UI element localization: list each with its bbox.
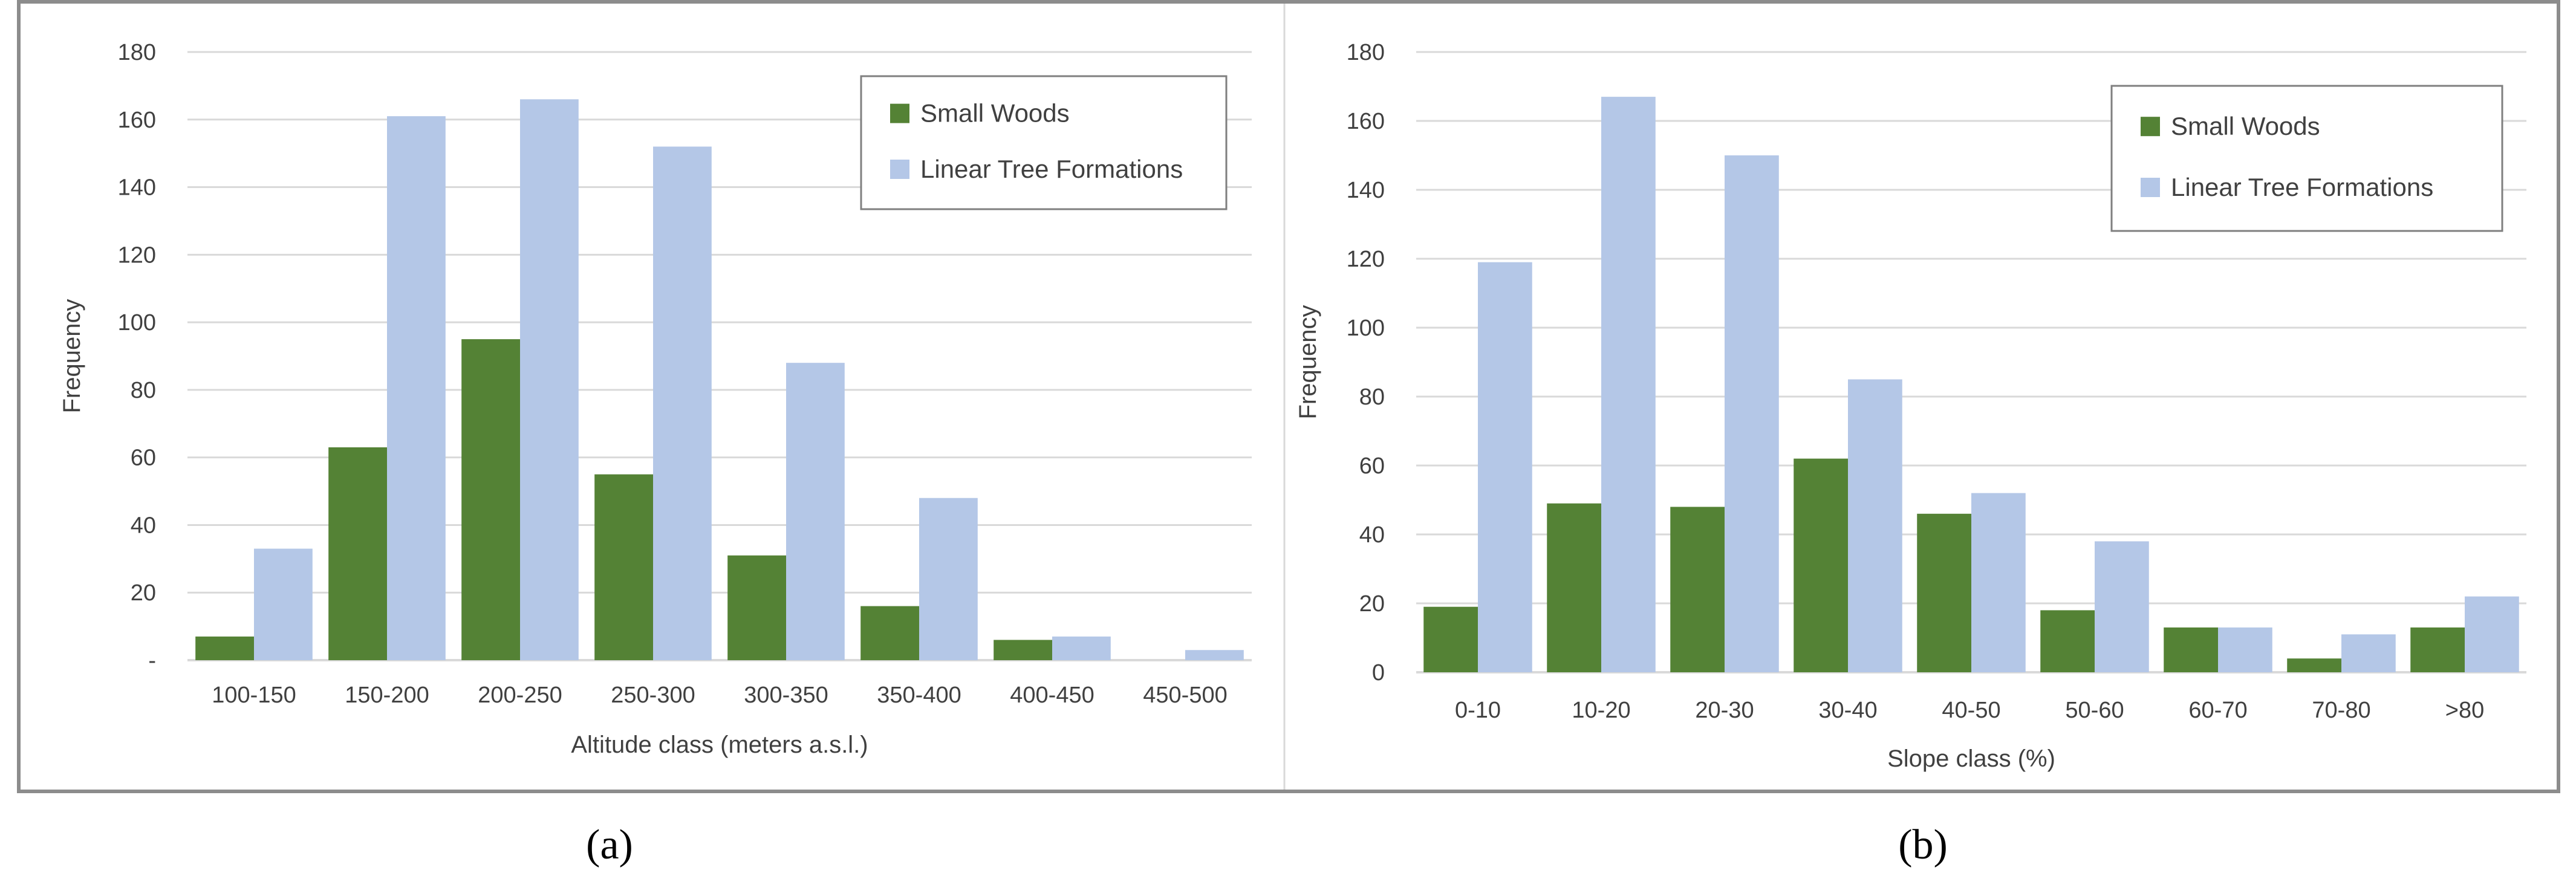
- bar-linear-tree-formations: [2465, 596, 2519, 672]
- legend: Small Woods Linear Tree Formations: [860, 75, 1228, 210]
- y-tick-label: 120: [1347, 247, 1385, 272]
- bar-linear-tree-formations: [520, 99, 579, 660]
- x-tick-label: 30-40: [1818, 698, 1877, 723]
- y-tick-label: 80: [1359, 384, 1385, 410]
- bar-linear-tree-formations: [1478, 262, 1532, 672]
- bar-small-woods: [2287, 658, 2341, 672]
- y-tick-label: 160: [118, 108, 156, 133]
- y-tick-label: 180: [118, 40, 156, 65]
- x-tick-label: 60-70: [2188, 698, 2247, 723]
- bar-small-woods: [727, 555, 786, 660]
- bar-linear-tree-formations: [1601, 97, 1656, 673]
- y-tick-label: -: [148, 648, 156, 673]
- y-tick-label: 180: [1347, 40, 1385, 65]
- bar-small-woods: [2164, 627, 2218, 672]
- legend-label: Linear Tree Formations: [920, 155, 1183, 183]
- figure-caption: (b): [1898, 822, 1948, 868]
- bar-small-woods: [994, 640, 1052, 660]
- bar-small-woods: [195, 636, 254, 660]
- x-tick-label: 450-500: [1143, 683, 1227, 708]
- bar-linear-tree-formations: [1725, 155, 1779, 672]
- bar-small-woods: [2410, 627, 2465, 672]
- bar-small-woods: [594, 474, 653, 660]
- x-tick-label: 200-250: [478, 683, 562, 708]
- bar-linear-tree-formations: [1052, 636, 1111, 660]
- x-axis-title: Altitude class (meters a.s.l.): [571, 732, 868, 758]
- y-tick-label: 20: [1359, 591, 1385, 617]
- legend-swatch-small-woods: [890, 103, 909, 123]
- legend-label: Linear Tree Formations: [2171, 173, 2433, 201]
- bar-small-woods: [1547, 503, 1601, 672]
- bar-small-woods: [461, 339, 520, 660]
- x-tick-label: 20-30: [1695, 698, 1754, 723]
- legend: Small Woods Linear Tree Formations: [2110, 85, 2503, 232]
- chart-panel-b: 0 20 40 60 80 100 120 140 160 180 0-10 10-20 20-30 30…: [1295, 40, 2526, 868]
- bar-linear-tree-formations: [1971, 493, 2026, 672]
- bar-small-woods: [1423, 606, 1478, 672]
- x-axis-title: Slope class (%): [1887, 745, 2055, 772]
- bar-small-woods: [1670, 507, 1725, 672]
- x-tick-label: 10-20: [1572, 698, 1630, 723]
- y-tick-label: 20: [131, 580, 156, 606]
- y-tick-label: 60: [1359, 453, 1385, 479]
- bar-linear-tree-formations: [2218, 627, 2272, 672]
- x-tick-label: 0-10: [1455, 698, 1501, 723]
- y-tick-label: 40: [1359, 522, 1385, 548]
- x-tick-label: 40-50: [1942, 698, 2000, 723]
- legend-swatch-small-woods: [2141, 117, 2160, 137]
- y-axis-title: Frequency: [59, 299, 85, 414]
- x-tick-label: 350-400: [877, 683, 961, 708]
- bar-small-woods: [860, 606, 919, 660]
- x-tick-label: 100-150: [212, 683, 296, 708]
- y-tick-label: 80: [131, 378, 156, 403]
- x-tick-label: 400-450: [1010, 683, 1094, 708]
- legend-box: [2110, 85, 2503, 232]
- bar-small-woods: [1794, 458, 1848, 672]
- y-tick-label: 140: [118, 175, 156, 201]
- legend-swatch-linear-tree-formations: [890, 160, 909, 179]
- legend-swatch-linear-tree-formations: [2141, 178, 2160, 197]
- y-tick-label: 120: [118, 242, 156, 268]
- bar-linear-tree-formations: [786, 363, 845, 660]
- y-tick-label: 140: [1347, 178, 1385, 203]
- y-tick-label: 60: [131, 446, 156, 471]
- y-axis-title: Frequency: [1295, 305, 1321, 420]
- bar-linear-tree-formations: [919, 498, 978, 660]
- bar-linear-tree-formations: [254, 548, 313, 660]
- legend-label: Small Woods: [2171, 112, 2320, 140]
- bar-linear-tree-formations: [2341, 634, 2396, 672]
- x-tick-label: 70-80: [2312, 698, 2370, 723]
- y-tick-label: 0: [1372, 660, 1385, 686]
- x-tick-label: 250-300: [611, 683, 695, 708]
- bar-small-woods: [328, 447, 387, 660]
- x-tick-label: 50-60: [2065, 698, 2124, 723]
- bar-linear-tree-formations: [2095, 541, 2149, 672]
- bar-linear-tree-formations: [653, 146, 712, 660]
- x-tick-label: >80: [2445, 698, 2484, 723]
- y-tick-label: 160: [1347, 109, 1385, 134]
- y-tick-label: 40: [131, 513, 156, 538]
- bar-small-woods: [1917, 513, 1971, 672]
- figure-caption: (a): [586, 822, 633, 868]
- bar-linear-tree-formations: [387, 116, 446, 660]
- chart-panel-a: - 20 40 60 80 100 120 140 160 180 100-150 150-200 20…: [59, 40, 1252, 868]
- y-tick-label: 100: [118, 310, 156, 336]
- y-tick-label: 100: [1347, 316, 1385, 341]
- bar-small-woods: [2040, 610, 2095, 672]
- x-tick-label: 300-350: [744, 683, 828, 708]
- x-tick-label: 150-200: [345, 683, 429, 708]
- bar-linear-tree-formations: [1185, 650, 1244, 660]
- legend-label: Small Woods: [920, 99, 1070, 128]
- bar-linear-tree-formations: [1848, 379, 1902, 672]
- legend-box: [860, 75, 1228, 210]
